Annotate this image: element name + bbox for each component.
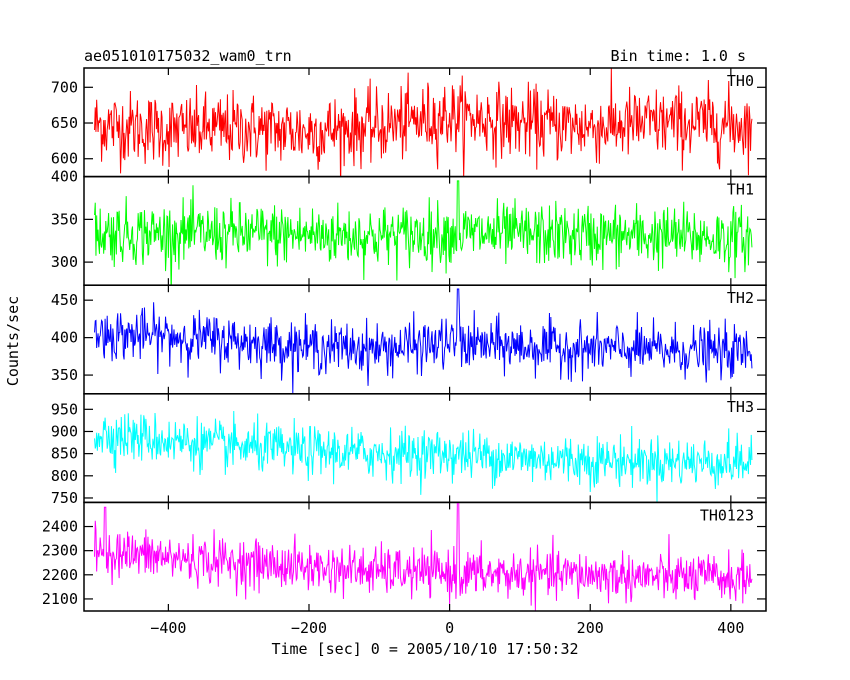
y-tick-label: 900 xyxy=(51,422,78,440)
y-tick-label: 2100 xyxy=(42,590,78,608)
y-tick-label: 350 xyxy=(51,366,78,384)
panel-th1: 300 350 TH1 xyxy=(51,175,767,286)
x-axis-label: Time [sec] 0 = 2005/10/10 17:50:32 xyxy=(271,640,578,658)
x-tick-label: 400 xyxy=(717,619,744,637)
y-tick-label: 2200 xyxy=(42,566,78,584)
y-tick-label: 400 xyxy=(51,329,78,347)
panel-th3: 750 800 850 900 950 TH3 xyxy=(51,393,767,507)
panel-label-th2: TH2 xyxy=(727,289,754,307)
y-tick-label: 850 xyxy=(51,445,78,463)
panel-th0: 600 650 700 400 TH0 xyxy=(51,67,767,186)
y-tick-label: 2400 xyxy=(42,518,78,536)
panel-th0123: 2100 2200 2300 2400 TH0123 xyxy=(42,501,767,612)
y-tick-label: 650 xyxy=(51,114,78,132)
y-tick-label: 950 xyxy=(51,400,78,418)
y-tick-label: 350 xyxy=(51,210,78,228)
panel-th2: 350 400 450 TH2 xyxy=(51,284,767,395)
y-tick-label: 400 xyxy=(51,168,78,186)
series-line-th3 xyxy=(94,411,753,503)
y-tick-label: 600 xyxy=(51,150,78,168)
x-axis: −400 −200 0 200 400 xyxy=(150,619,744,637)
y-tick-label: 800 xyxy=(51,467,78,485)
panel-label-th1: TH1 xyxy=(727,181,754,199)
y-tick-label: 700 xyxy=(51,78,78,96)
chart-title: ae051010175032_wam0_trn xyxy=(84,47,292,65)
x-tick-label: 200 xyxy=(577,619,604,637)
panel-label-th3: TH3 xyxy=(727,398,754,416)
y-tick-label: 750 xyxy=(51,489,78,507)
y-tick-label: 2300 xyxy=(42,542,78,560)
x-tick-label: −400 xyxy=(150,619,186,637)
chart-subtitle: Bin time: 1.0 s xyxy=(611,47,746,65)
y-tick-label: 450 xyxy=(51,291,78,309)
y-axis-label: Counts/sec xyxy=(4,296,22,386)
series-line-th2 xyxy=(94,288,753,394)
x-tick-label: −200 xyxy=(291,619,327,637)
series-line-th1 xyxy=(94,180,753,286)
panel-frame xyxy=(83,501,767,612)
panel-label-th0123: TH0123 xyxy=(700,506,754,524)
panel-label-th0: TH0 xyxy=(727,72,754,90)
y-tick-label: 300 xyxy=(51,253,78,271)
panels-group: 600 650 700 400 TH0 300 350 TH1 350 400 450 TH2 750 8… xyxy=(42,67,767,612)
x-tick-label: 0 xyxy=(445,619,454,637)
series-line-th0 xyxy=(94,68,753,177)
series-line-th0123 xyxy=(94,502,753,611)
